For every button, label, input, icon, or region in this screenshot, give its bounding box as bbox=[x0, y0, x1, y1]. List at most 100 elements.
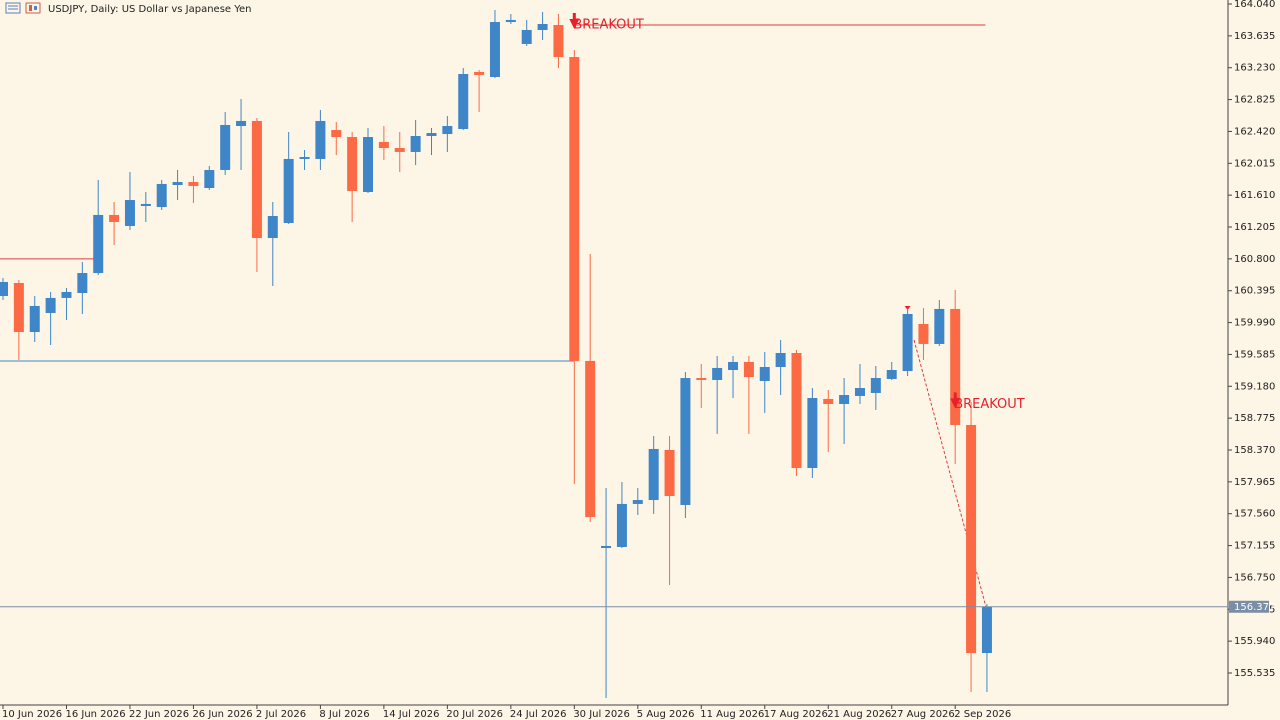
x-tick-label: 27 Aug 2026 bbox=[891, 709, 955, 720]
candle-body bbox=[474, 71, 485, 75]
candle-body bbox=[918, 323, 929, 344]
y-tick-label: 157.965 bbox=[1234, 477, 1275, 488]
candle-body bbox=[93, 214, 104, 274]
candle-body bbox=[236, 120, 247, 127]
candle-body bbox=[601, 545, 612, 549]
candle-body bbox=[251, 120, 262, 239]
icon bbox=[5, 2, 21, 14]
y-tick-label: 158.775 bbox=[1234, 413, 1275, 424]
candle-body bbox=[458, 74, 469, 129]
y-tick-label: 155.535 bbox=[1234, 668, 1275, 679]
y-tick-label: 157.560 bbox=[1234, 509, 1275, 520]
candle-body bbox=[45, 297, 56, 313]
candle-body bbox=[315, 120, 326, 159]
candle-body bbox=[680, 378, 691, 505]
candle-body bbox=[902, 313, 913, 372]
candle-body bbox=[140, 203, 151, 207]
y-tick-label: 160.800 bbox=[1234, 254, 1275, 265]
x-tick-label: 24 Jul 2026 bbox=[510, 709, 567, 720]
icon-bar bbox=[29, 5, 32, 11]
candle-body bbox=[870, 378, 881, 393]
y-tick-label: 163.230 bbox=[1234, 63, 1275, 74]
candle-body bbox=[886, 370, 897, 379]
candle-body bbox=[410, 135, 421, 152]
candle-body bbox=[648, 448, 659, 501]
candle-body bbox=[553, 25, 564, 58]
annotation-label: BREAKOUT bbox=[573, 18, 644, 33]
symbol-icons bbox=[5, 2, 41, 14]
y-tick-label: 158.370 bbox=[1234, 445, 1275, 456]
candle-body bbox=[172, 182, 183, 186]
y-tick-label: 156.750 bbox=[1234, 572, 1275, 583]
candle-body bbox=[299, 156, 310, 159]
candle-body bbox=[950, 308, 961, 425]
breakout-arrow bbox=[569, 13, 580, 30]
candle-body bbox=[743, 361, 754, 378]
y-tick-label: 161.205 bbox=[1234, 222, 1275, 233]
last-price-label: 156.377 bbox=[1234, 602, 1275, 613]
candle-body bbox=[204, 169, 215, 188]
candle-body bbox=[775, 353, 786, 368]
x-tick-label: 16 Jun 2026 bbox=[65, 709, 125, 720]
candle-body bbox=[77, 273, 88, 293]
x-tick-label: 2 Jul 2026 bbox=[256, 709, 306, 720]
candle-body bbox=[712, 367, 723, 380]
x-tick-label: 8 Jul 2026 bbox=[319, 709, 369, 720]
y-tick-label: 162.015 bbox=[1234, 158, 1275, 169]
y-tick-label: 161.610 bbox=[1234, 190, 1275, 201]
candle-body bbox=[378, 141, 389, 149]
candle-body bbox=[267, 215, 278, 239]
candle-body bbox=[0, 281, 8, 296]
y-tick-label: 162.420 bbox=[1234, 126, 1275, 137]
candle-body bbox=[728, 361, 739, 371]
candle-body bbox=[188, 182, 199, 187]
y-tick-label: 163.635 bbox=[1234, 31, 1275, 42]
candle-body bbox=[442, 126, 453, 135]
candle-body bbox=[807, 398, 818, 469]
candle-body bbox=[124, 200, 135, 226]
x-tick-label: 2 Sep 2026 bbox=[954, 709, 1011, 720]
candle-body bbox=[823, 398, 834, 404]
candle-body bbox=[981, 606, 992, 654]
candle-body bbox=[426, 133, 437, 136]
x-tick-label: 14 Jul 2026 bbox=[383, 709, 440, 720]
candle-body bbox=[109, 214, 120, 222]
candle-body bbox=[156, 183, 167, 208]
candle-body bbox=[331, 130, 342, 138]
candle-body bbox=[632, 500, 643, 504]
candle-body bbox=[854, 388, 865, 396]
candle-body bbox=[569, 57, 580, 361]
chart-title: USDJPY, Daily: US Dollar vs Japanese Yen bbox=[48, 4, 252, 15]
icon bbox=[25, 2, 41, 14]
x-tick-label: 26 Jun 2026 bbox=[192, 709, 252, 720]
icon-bar bbox=[34, 6, 37, 10]
x-tick-label: 20 Jul 2026 bbox=[446, 709, 503, 720]
candle-body bbox=[13, 283, 24, 333]
signal-arrow bbox=[904, 306, 911, 310]
candle-body bbox=[394, 148, 405, 152]
candle-body bbox=[347, 137, 358, 191]
candle-body bbox=[220, 124, 231, 170]
candle-body bbox=[61, 291, 72, 298]
candle-body bbox=[966, 424, 977, 654]
candle-body bbox=[664, 449, 675, 497]
y-tick-label: 162.825 bbox=[1234, 95, 1275, 106]
candle-body bbox=[363, 137, 374, 193]
x-tick-label: 22 Jun 2026 bbox=[129, 709, 189, 720]
x-tick-label: 5 Aug 2026 bbox=[637, 709, 695, 720]
candle-body bbox=[696, 378, 707, 380]
y-tick-label: 159.180 bbox=[1234, 381, 1275, 392]
last-price-box bbox=[1229, 600, 1269, 613]
y-tick-label: 159.990 bbox=[1234, 318, 1275, 329]
x-tick-label: 17 Aug 2026 bbox=[764, 709, 828, 720]
y-tick-label: 157.155 bbox=[1234, 541, 1275, 552]
candle-body bbox=[521, 29, 532, 44]
candle-body bbox=[585, 360, 596, 518]
candle-body bbox=[791, 353, 802, 469]
y-tick-label: 159.585 bbox=[1234, 349, 1275, 360]
candle-body bbox=[537, 23, 548, 30]
candle-body bbox=[839, 395, 850, 404]
